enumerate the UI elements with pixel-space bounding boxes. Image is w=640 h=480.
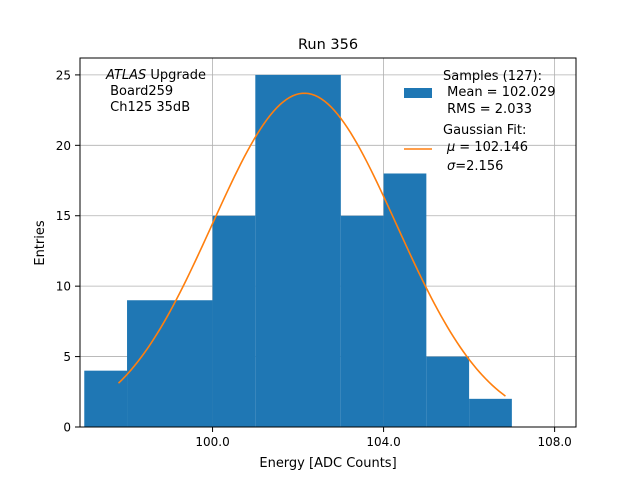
histogram-bar: [255, 74, 341, 428]
annotation-line-1: ATLAS Upgrade: [105, 68, 206, 83]
legend-bars-swatch: [404, 88, 432, 98]
legend-fit-line-1: Gaussian Fit:: [443, 123, 526, 138]
annotation-line-3: Ch125 35dB: [106, 100, 190, 115]
histogram-bar: [84, 370, 128, 427]
legend-samples-line-1: Samples (127):: [443, 69, 542, 84]
y-tick-label: 20: [56, 139, 71, 153]
y-axis-ticks: 0 5 10 15 20 25: [56, 68, 80, 435]
histogram-bar: [127, 300, 213, 427]
y-tick-label: 25: [56, 68, 71, 82]
atlas-label: ATLAS: [105, 68, 146, 83]
y-tick-label: 10: [56, 280, 71, 294]
legend-samples-line-2: Mean = 102.029: [443, 85, 555, 100]
annotation-line-2: Board259: [106, 84, 173, 99]
mu-value: = 102.146: [459, 140, 528, 155]
legend: Samples (127): Mean = 102.029 RMS = 2.03…: [404, 69, 555, 174]
x-tick-label: 104.0: [366, 435, 400, 449]
histogram-bar: [340, 215, 384, 427]
legend-samples-line-3: RMS = 2.033: [443, 102, 532, 117]
mu-symbol: μ: [446, 140, 455, 155]
histogram-bar: [212, 215, 256, 427]
y-tick-label: 15: [56, 209, 71, 223]
upgrade-label: Upgrade: [146, 68, 206, 83]
plot-frame: [79, 57, 577, 428]
sigma-value: =2.156: [455, 159, 503, 174]
y-tick-label: 0: [63, 421, 71, 435]
x-axis-ticks: 100.0 104.0 108.0: [195, 427, 572, 449]
histogram-bar: [383, 173, 427, 427]
legend-fit-line-3: σ=2.156: [447, 159, 503, 174]
histogram-bar: [469, 398, 512, 427]
y-tick-label: 5: [63, 350, 71, 364]
x-tick-label: 108.0: [537, 435, 571, 449]
histogram-bars: [84, 74, 512, 428]
legend-fit-line-2: μ = 102.146: [446, 140, 528, 155]
x-axis-label: Energy [ADC Counts]: [259, 456, 396, 471]
gaussian-fit-curve: [117, 92, 506, 397]
atlas-annotation: ATLAS Upgrade Board259 Ch125 35dB: [105, 68, 206, 115]
chart-title: Run 356: [298, 37, 358, 53]
histogram-bar: [426, 356, 470, 427]
x-tick-label: 100.0: [195, 435, 229, 449]
y-axis-label: Entries: [33, 220, 48, 266]
sigma-symbol: σ: [447, 159, 456, 174]
